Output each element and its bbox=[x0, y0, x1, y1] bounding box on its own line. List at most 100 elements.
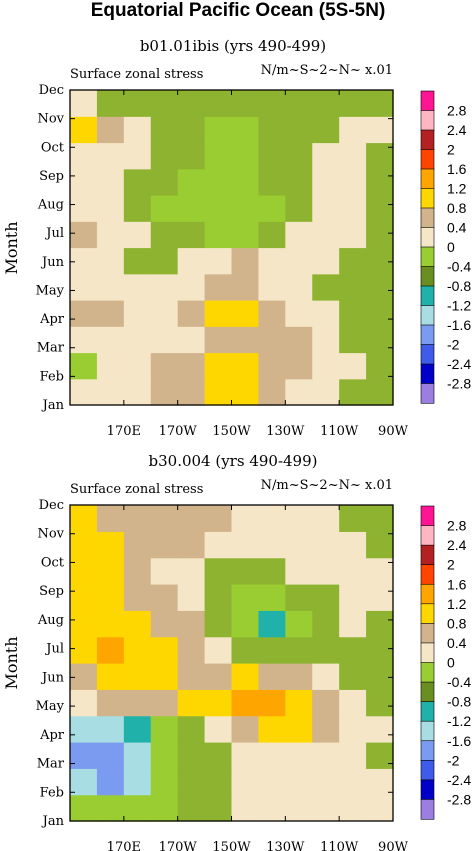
contour-cell bbox=[258, 557, 286, 585]
colorbar-swatch bbox=[420, 188, 435, 209]
contour-cell bbox=[204, 505, 233, 532]
contour-cell bbox=[204, 352, 233, 380]
contour-cell bbox=[70, 247, 98, 275]
contour-cell bbox=[123, 584, 152, 611]
x-tick-label: 170W bbox=[159, 424, 198, 439]
contour-cell bbox=[312, 352, 340, 380]
panel-2-ylabel: Month bbox=[2, 636, 21, 689]
contour-cell bbox=[123, 742, 152, 769]
contour-cell bbox=[150, 636, 179, 664]
y-tick-label: Jun bbox=[40, 670, 65, 685]
contour-cell bbox=[285, 557, 313, 585]
y-tick-label: Aug bbox=[37, 613, 64, 628]
contour-cell bbox=[70, 715, 98, 743]
colorbar-label: 0 bbox=[447, 655, 455, 671]
contour-cell bbox=[70, 505, 98, 532]
contour-cell bbox=[339, 352, 367, 380]
colorbar-label: -2.8 bbox=[447, 791, 471, 807]
colorbar-swatch bbox=[420, 603, 435, 624]
contour-cell bbox=[231, 663, 260, 690]
contour-cell bbox=[204, 90, 233, 117]
colorbar-swatch bbox=[420, 740, 435, 761]
contour-cell bbox=[339, 326, 367, 354]
colorbar-swatch bbox=[420, 168, 435, 190]
colorbar-label: 0.4 bbox=[447, 220, 467, 236]
contour-cell bbox=[312, 142, 340, 170]
contour-cell bbox=[285, 531, 313, 559]
y-tick-label: Jul bbox=[44, 226, 64, 241]
x-tick-label: 130W bbox=[266, 424, 305, 439]
contour-cell bbox=[96, 636, 125, 664]
contour-cell bbox=[70, 273, 98, 301]
contour-cell bbox=[285, 352, 313, 380]
contour-cell bbox=[339, 742, 367, 769]
contour-cell bbox=[285, 505, 313, 532]
contour-cell bbox=[150, 195, 179, 222]
contour-cell bbox=[285, 610, 313, 638]
contour-cell bbox=[204, 247, 233, 275]
colorbar-label: -2 bbox=[447, 752, 460, 768]
colorbar-swatch bbox=[420, 149, 435, 170]
contour-cell bbox=[96, 742, 125, 769]
y-tick-label: Nov bbox=[37, 527, 64, 542]
contour-cell bbox=[150, 715, 179, 743]
contour-cell bbox=[312, 300, 340, 327]
contour-cell bbox=[285, 195, 313, 222]
colorbar-label: -0.4 bbox=[447, 674, 471, 690]
contour-cell bbox=[150, 557, 179, 585]
contour-cell bbox=[366, 531, 394, 559]
contour-cell bbox=[339, 300, 367, 327]
colorbar-label: -0.8 bbox=[447, 278, 471, 294]
contour-cell bbox=[258, 663, 286, 690]
contour-cell bbox=[339, 168, 367, 196]
contour-cell bbox=[231, 505, 260, 532]
contour-cell bbox=[150, 116, 179, 144]
contour-cell bbox=[204, 531, 233, 559]
contour-cell bbox=[123, 326, 152, 354]
contour-cell bbox=[285, 584, 313, 611]
contour-cell bbox=[366, 273, 394, 301]
contour-cell bbox=[70, 663, 98, 690]
contour-cell bbox=[177, 794, 206, 822]
contour-cell bbox=[96, 247, 125, 275]
contour-cell bbox=[123, 378, 152, 406]
contour-cell bbox=[258, 768, 286, 796]
y-tick-label: Jan bbox=[41, 814, 65, 829]
contour-cell bbox=[258, 142, 286, 170]
contour-cell bbox=[285, 221, 313, 249]
contour-cell bbox=[312, 584, 340, 611]
contour-cell bbox=[150, 768, 179, 796]
contour-cell bbox=[123, 768, 152, 796]
contour-cell bbox=[231, 531, 260, 559]
contour-cell bbox=[231, 273, 260, 301]
contour-cell bbox=[366, 715, 394, 743]
contour-cell bbox=[258, 531, 286, 559]
contour-cell bbox=[231, 378, 260, 406]
contour-cell bbox=[231, 557, 260, 585]
contour-cell bbox=[96, 663, 125, 690]
contour-cell bbox=[339, 90, 367, 117]
colorbar-label: -1.6 bbox=[447, 317, 471, 333]
contour-cell bbox=[339, 636, 367, 664]
contour-cell bbox=[177, 715, 206, 743]
y-tick-label: Mar bbox=[37, 757, 65, 772]
contour-cell bbox=[204, 768, 233, 796]
contour-cell bbox=[177, 768, 206, 796]
contour-cell bbox=[96, 505, 125, 532]
contour-cell bbox=[177, 557, 206, 585]
contour-cell bbox=[96, 273, 125, 301]
contour-cell bbox=[70, 584, 98, 611]
contour-cell bbox=[258, 221, 286, 249]
x-tick-label: 130W bbox=[266, 840, 305, 851]
contour-cell bbox=[339, 663, 367, 690]
contour-cell bbox=[366, 142, 394, 170]
colorbar-label: 2.4 bbox=[447, 122, 467, 138]
contour-cell bbox=[177, 663, 206, 690]
contour-cell bbox=[312, 663, 340, 690]
contour-cell bbox=[150, 610, 179, 638]
colorbar-label: -2.4 bbox=[447, 356, 471, 372]
contour-cell bbox=[339, 531, 367, 559]
contour-cell bbox=[285, 715, 313, 743]
contour-cell bbox=[123, 221, 152, 249]
